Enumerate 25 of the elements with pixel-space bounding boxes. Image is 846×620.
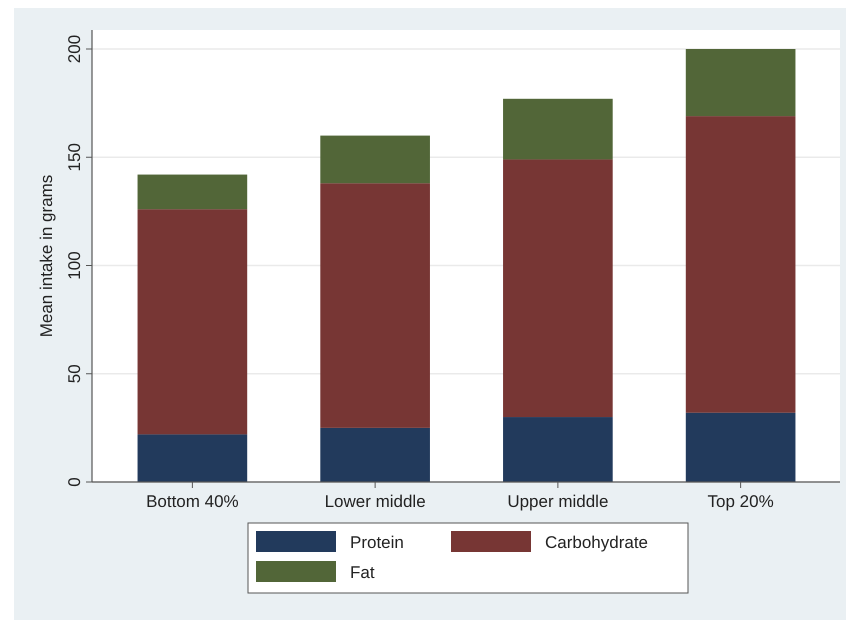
y-tick-label: 50 bbox=[65, 364, 84, 384]
x-tick-label: Top 20% bbox=[708, 492, 774, 511]
bar bbox=[686, 412, 796, 482]
bar bbox=[503, 98, 613, 160]
legend-label: Protein bbox=[350, 533, 404, 552]
y-tick-label: 200 bbox=[65, 34, 84, 64]
bar bbox=[320, 136, 430, 184]
bar bbox=[320, 183, 430, 428]
bar bbox=[686, 49, 796, 116]
y-tick-label: 0 bbox=[65, 477, 84, 487]
bar bbox=[138, 209, 248, 434]
x-tick-label: Bottom 40% bbox=[146, 492, 239, 511]
bar bbox=[503, 417, 613, 482]
legend-label: Carbohydrate bbox=[545, 533, 648, 552]
x-tick-label: Lower middle bbox=[324, 492, 426, 511]
bar bbox=[320, 428, 430, 482]
y-tick-label: 100 bbox=[65, 251, 84, 280]
bar bbox=[503, 159, 613, 418]
y-tick-label: 150 bbox=[65, 143, 84, 172]
bar bbox=[138, 174, 248, 210]
y-axis-title: Mean intake in grams bbox=[37, 174, 56, 338]
x-tick-label: Upper middle bbox=[507, 492, 608, 511]
bar bbox=[138, 434, 248, 482]
legend-label: Fat bbox=[350, 563, 375, 582]
bar bbox=[686, 116, 796, 413]
